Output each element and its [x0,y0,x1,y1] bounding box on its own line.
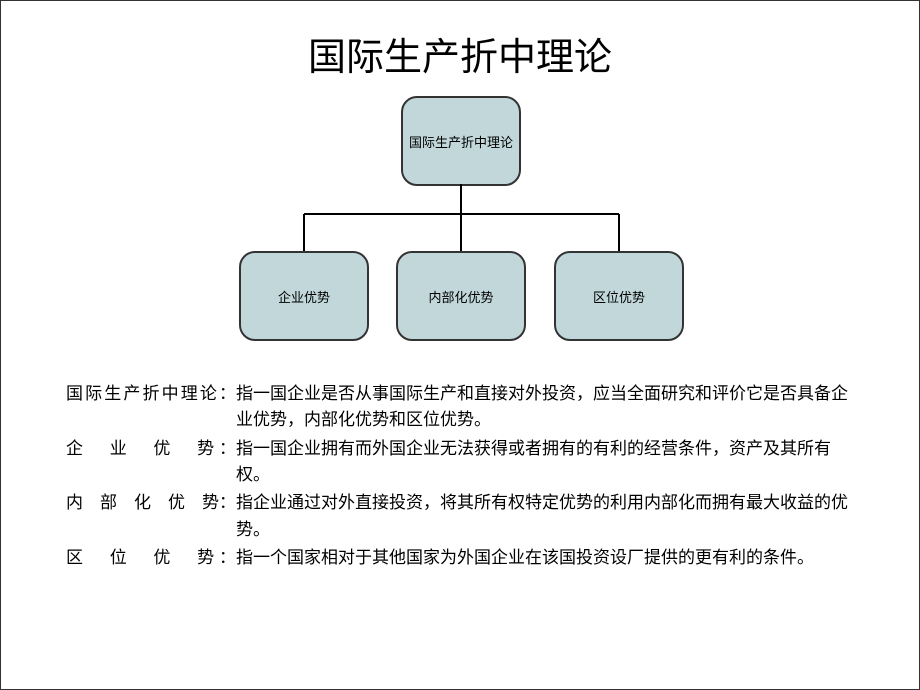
definition-row: 企 业 优 势：指一国企业拥有而外国企业无法获得或者拥有的有利的经营条件，资产及… [66,436,854,489]
root-node-label: 国际生产折中理论 [409,132,513,151]
definition-text: 指一国企业是否从事国际生产和直接对外投资，应当全面研究和评价它是否具备企业优势，… [236,381,854,434]
child-node-label: 内部化优势 [428,287,493,306]
definitions-section: 国际生产折中理论：指一国企业是否从事国际生产和直接对外投资，应当全面研究和评价它… [1,356,919,571]
child-node-0: 企业优势 [239,251,369,341]
child-node-1: 内部化优势 [396,251,526,341]
definition-text: 指一个国家相对于其他国家为外国企业在该国投资设厂提供的更有利的条件。 [236,545,854,571]
definition-term: 内 部 化 优 势： [66,490,236,543]
root-node: 国际生产折中理论 [401,96,521,186]
definition-term: 区 位 优 势： [66,545,236,571]
definition-text: 指企业通过对外直接投资，将其所有权特定优势的利用内部化而拥有最大收益的优势。 [236,490,854,543]
definition-term: 国际生产折中理论： [66,381,236,434]
connector-lines [1,184,920,254]
hierarchy-diagram: 国际生产折中理论 企业优势 内部化优势 区位优势 [1,96,919,356]
child-node-label: 企业优势 [278,287,330,306]
definition-row: 内 部 化 优 势：指企业通过对外直接投资，将其所有权特定优势的利用内部化而拥有… [66,490,854,543]
page-title: 国际生产折中理论 [1,1,919,96]
child-node-label: 区位优势 [593,287,645,306]
definition-row: 国际生产折中理论：指一国企业是否从事国际生产和直接对外投资，应当全面研究和评价它… [66,381,854,434]
definition-text: 指一国企业拥有而外国企业无法获得或者拥有的有利的经营条件，资产及其所有权。 [236,436,854,489]
child-node-2: 区位优势 [554,251,684,341]
definition-term: 企 业 优 势： [66,436,236,489]
definition-row: 区 位 优 势：指一个国家相对于其他国家为外国企业在该国投资设厂提供的更有利的条… [66,545,854,571]
